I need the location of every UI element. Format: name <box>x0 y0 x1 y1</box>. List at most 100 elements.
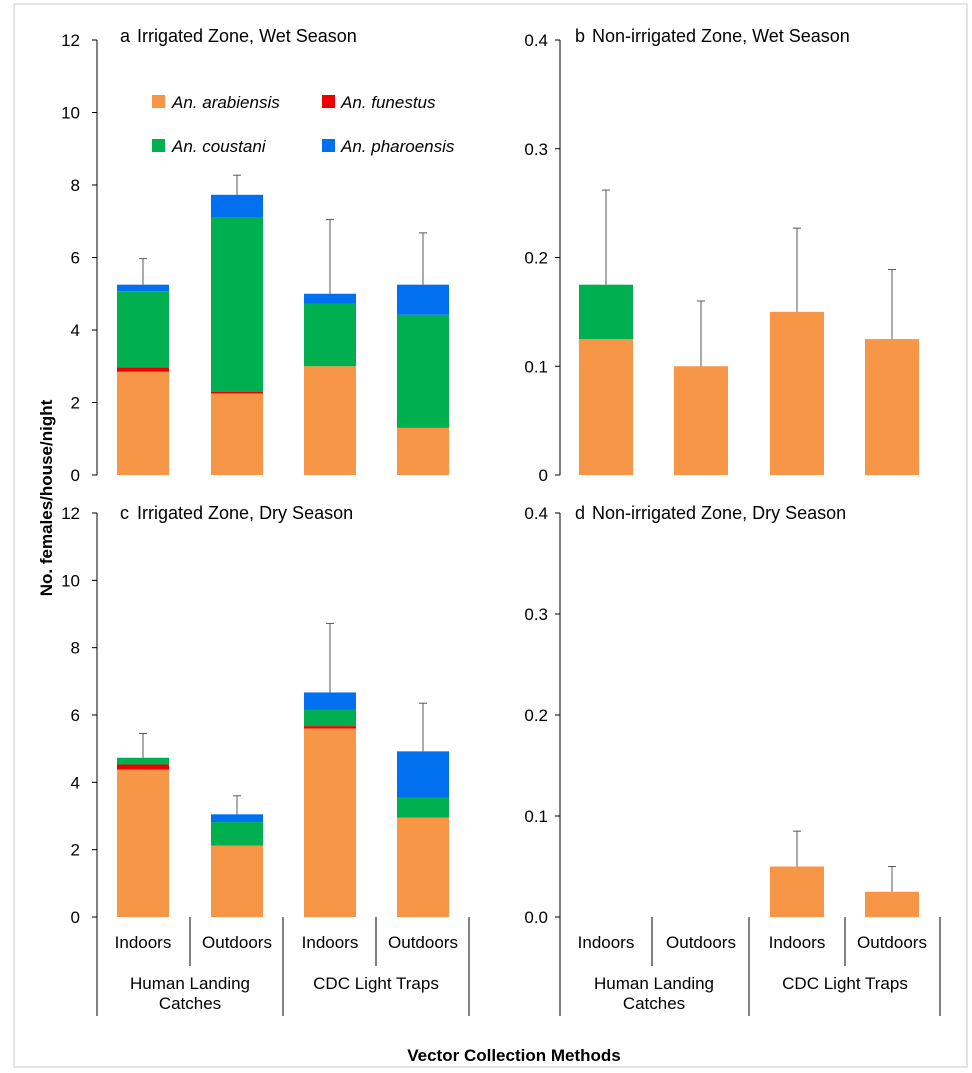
figure-frame <box>13 3 968 1068</box>
bar-segment <box>304 293 356 304</box>
bar-segment <box>674 366 728 475</box>
panel-title: Irrigated Zone, Wet Season <box>137 26 357 46</box>
bar-segment <box>211 814 263 823</box>
y-tick-label: 10 <box>61 571 80 590</box>
y-tick-label: 6 <box>71 706 80 725</box>
x-tick-label: Indoors <box>578 933 635 952</box>
bar-segment <box>211 194 263 218</box>
group-label-human-landing: Human Landing <box>130 974 250 993</box>
bar-segment <box>579 284 633 340</box>
x-tick-label: Outdoors <box>202 933 272 952</box>
y-tick-label: 12 <box>61 31 80 50</box>
panel-title: Non-irrigated Zone, Dry Season <box>592 503 846 523</box>
panel-letter: b <box>575 26 585 46</box>
bar-segment <box>211 217 263 392</box>
y-tick-label: 0.2 <box>524 249 548 268</box>
legend-label-funestus: An. funestus <box>340 93 436 112</box>
group-label-cdc-light-traps: CDC Light Traps <box>313 974 439 993</box>
bar-segment <box>304 303 356 367</box>
y-tick-label: 12 <box>61 504 80 523</box>
bar-segment <box>117 764 169 770</box>
bar-segment <box>770 311 824 475</box>
x-tick-label: Outdoors <box>857 933 927 952</box>
panel-title: Non-irrigated Zone, Wet Season <box>592 26 850 46</box>
y-tick-label: 10 <box>61 104 80 123</box>
bar-segment <box>304 726 356 729</box>
group-label-cdc-light-traps: CDC Light Traps <box>782 974 908 993</box>
group-label-catches: Catches <box>159 994 221 1013</box>
x-axis-categories-left: Indoors Outdoors Indoors Outdoors Human … <box>96 917 470 1016</box>
y-tick-label: 8 <box>71 176 80 195</box>
bar-segment <box>304 366 356 475</box>
panel-b: 0 0.1 0.2 0.3 0.4 b Non-irrigated Zone, Wet Se… <box>524 26 919 485</box>
panel-a: 0 2 4 6 8 10 12 a Irrigated Zone, Wet Season <box>61 26 449 485</box>
bar-segment <box>304 692 356 710</box>
y-tick-label: 0.2 <box>524 706 548 725</box>
bar-segment <box>304 728 356 917</box>
bar-segment <box>865 891 919 917</box>
x-tick-label: Indoors <box>115 933 172 952</box>
panel-letter: d <box>575 503 585 523</box>
bar-segment <box>397 427 449 475</box>
y-tick-label: 0.1 <box>524 807 548 826</box>
legend: An. arabiensis An. funestus An. coustani… <box>152 93 455 156</box>
bar-segment <box>117 371 169 475</box>
x-axis-categories-right: Indoors Outdoors Indoors Outdoors Human … <box>559 917 941 1016</box>
y-tick-label: 0.4 <box>524 504 548 523</box>
bar-segment <box>117 284 169 292</box>
bar-segment <box>211 822 263 846</box>
x-tick-label: Indoors <box>302 933 359 952</box>
y-tick-label: 8 <box>71 639 80 658</box>
group-label-catches: Catches <box>623 994 685 1013</box>
y-tick-label: 2 <box>71 394 80 413</box>
legend-swatch-pharoensis <box>322 139 335 152</box>
x-tick-label: Outdoors <box>388 933 458 952</box>
bar-segment <box>211 393 263 475</box>
bar-segment <box>397 751 449 798</box>
panel-letter: c <box>120 503 129 523</box>
x-tick-label: Outdoors <box>666 933 736 952</box>
bar-segment <box>117 757 169 765</box>
y-tick-label: 2 <box>71 841 80 860</box>
bar-segment <box>579 339 633 475</box>
bar-segment <box>865 339 919 475</box>
y-tick-label: 6 <box>71 249 80 268</box>
bar-segment <box>211 391 263 394</box>
y-axis-label: No. females/house/night <box>37 399 56 596</box>
bar-segment <box>397 817 449 917</box>
panel-title: Irrigated Zone, Dry Season <box>137 503 353 523</box>
bar-segment <box>117 769 169 917</box>
legend-swatch-arabiensis <box>152 95 165 108</box>
panel-c: 0 2 4 6 8 10 12 c Irrigated Zone, Dry Season <box>61 503 449 927</box>
bar-segment <box>397 797 449 818</box>
bar-segment <box>211 845 263 917</box>
y-tick-label: 0.3 <box>524 140 548 159</box>
x-tick-label: Indoors <box>769 933 826 952</box>
bar-segment <box>117 291 169 368</box>
y-tick-label: 0 <box>539 466 548 485</box>
y-tick-label: 0.4 <box>524 31 548 50</box>
y-tick-label: 0.3 <box>524 605 548 624</box>
y-tick-label: 0.1 <box>524 357 548 376</box>
panel-d: 0.0 0.1 0.2 0.3 0.4 d Non-irrigated Zone, Dry … <box>524 503 919 927</box>
y-tick-label: 4 <box>71 773 80 792</box>
bar-segment <box>397 314 449 428</box>
bar-segment <box>397 284 449 315</box>
bar-segment <box>770 866 824 917</box>
bar-segment <box>117 367 169 372</box>
legend-label-pharoensis: An. pharoensis <box>340 137 455 156</box>
legend-swatch-coustani <box>152 139 165 152</box>
bar-segment <box>304 709 356 727</box>
legend-label-coustani: An. coustani <box>171 137 267 156</box>
y-tick-label: 0 <box>71 466 80 485</box>
panels: 0 2 4 6 8 10 12 a Irrigated Zone, Wet Season 0 0.1… <box>61 26 919 927</box>
legend-label-arabiensis: An. arabiensis <box>171 93 280 112</box>
legend-swatch-funestus <box>322 95 335 108</box>
panel-letter: a <box>120 26 131 46</box>
y-tick-label: 0 <box>71 908 80 927</box>
x-axis-label: Vector Collection Methods <box>407 1046 620 1065</box>
y-tick-label: 4 <box>71 321 80 340</box>
y-tick-label: 0.0 <box>524 908 548 927</box>
group-label-human-landing: Human Landing <box>594 974 714 993</box>
